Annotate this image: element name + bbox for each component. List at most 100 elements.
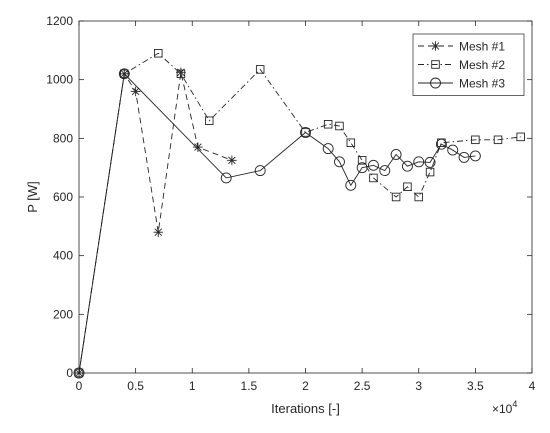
circle-marker xyxy=(368,159,379,171)
square-marker-shape xyxy=(346,138,356,147)
circle-marker-shape xyxy=(447,144,459,156)
circle-marker-shape xyxy=(368,159,379,171)
circle-marker-shape xyxy=(413,156,425,168)
legend-label: Mesh #1 xyxy=(459,40,505,54)
square-marker xyxy=(74,368,84,378)
y-tick-label: 1000 xyxy=(46,73,73,87)
square-marker-shape xyxy=(335,121,344,131)
asterisk-marker xyxy=(153,227,164,237)
y-tick-label: 600 xyxy=(53,190,73,204)
square-marker xyxy=(516,132,525,142)
square-marker-shape xyxy=(255,65,265,74)
circle-marker-shape xyxy=(401,160,413,172)
series-line xyxy=(78,72,476,374)
circle-marker xyxy=(300,127,311,138)
square-marker-shape xyxy=(516,132,525,142)
square-marker-shape xyxy=(403,182,412,191)
plot-area: 0 0.5 1 1.5 2 2.5 3 3.5 4 0 200 400 600 800 1000 1200 Me… xyxy=(46,14,535,393)
circle-marker xyxy=(379,165,391,177)
x-tick-label: 1 xyxy=(189,379,196,393)
asterisk-marker xyxy=(227,155,237,166)
legend: Mesh #1 Mesh #2 Mesh #3 xyxy=(412,33,525,96)
square-marker-shape xyxy=(301,128,310,137)
square-marker xyxy=(346,138,356,147)
circle-marker xyxy=(435,138,447,150)
circle-marker-shape xyxy=(345,179,357,191)
circle-marker xyxy=(390,149,402,160)
legend-label: Mesh #2 xyxy=(459,58,505,72)
square-marker xyxy=(255,65,265,74)
square-marker xyxy=(471,135,480,145)
asterisk-stroke xyxy=(131,87,140,96)
circle-marker-shape xyxy=(254,165,266,177)
square-marker-shape xyxy=(120,69,129,79)
legend-circle-marker xyxy=(430,77,441,89)
square-marker xyxy=(176,69,186,79)
circle-marker-shape xyxy=(390,149,402,160)
square-marker xyxy=(335,121,344,131)
circle-marker-shape xyxy=(118,68,130,80)
y-tick-label: 0 xyxy=(66,366,73,380)
circle-marker-shape xyxy=(430,77,441,89)
x-tick-label: 3.5 xyxy=(467,379,484,393)
square-marker-shape xyxy=(414,192,424,202)
circle-marker xyxy=(458,151,470,163)
y-tick-label: 200 xyxy=(53,307,73,321)
x-tick-label: 2.5 xyxy=(354,379,371,393)
x-axis-label: Iterations [-] xyxy=(271,401,340,416)
square-marker-shape xyxy=(471,135,480,145)
square-marker xyxy=(414,192,424,202)
circle-marker-shape xyxy=(334,156,345,168)
circle-marker xyxy=(469,150,481,162)
asterisk-stroke xyxy=(431,42,440,50)
circle-marker-shape xyxy=(220,172,232,184)
square-marker-shape xyxy=(431,60,440,69)
asterisk-marker xyxy=(193,142,203,152)
asterisk-stroke xyxy=(194,143,202,151)
legend-square-marker xyxy=(431,60,440,69)
square-marker xyxy=(204,116,214,125)
circle-marker-shape xyxy=(469,150,481,162)
circle-marker-shape xyxy=(424,156,436,168)
legend-asterisk-marker xyxy=(430,41,441,51)
x-tick-label: 4 xyxy=(529,379,536,393)
circle-marker-shape xyxy=(300,127,311,138)
circle-marker-shape xyxy=(458,151,470,163)
square-marker-shape xyxy=(176,69,186,79)
square-marker-shape xyxy=(493,135,503,145)
y-axis-label: P [W] xyxy=(25,181,40,213)
square-marker-shape xyxy=(369,173,378,183)
asterisk-stroke xyxy=(228,156,236,165)
asterisk-stroke xyxy=(154,228,163,236)
circle-marker xyxy=(424,156,436,168)
x-tick-label: 0 xyxy=(76,379,83,393)
square-marker-shape xyxy=(391,192,401,202)
square-marker-shape xyxy=(74,368,84,378)
circle-marker-shape xyxy=(356,162,368,174)
y-tick-label: 400 xyxy=(53,249,73,263)
square-marker xyxy=(323,120,333,129)
series-mesh-2 xyxy=(74,49,525,378)
circle-marker xyxy=(356,162,368,174)
square-marker xyxy=(154,49,163,58)
circle-marker xyxy=(322,143,334,155)
circle-marker-shape xyxy=(73,367,85,379)
circle-marker xyxy=(447,144,459,156)
circle-marker xyxy=(254,165,266,177)
square-marker-shape xyxy=(357,156,367,165)
legend-item: Mesh #2 xyxy=(418,58,505,72)
series-line xyxy=(78,52,521,374)
x-tick-label: 0.5 xyxy=(127,379,144,393)
y-tick-label: 1200 xyxy=(46,14,73,28)
circle-marker xyxy=(73,367,85,379)
circle-marker xyxy=(334,156,345,168)
square-marker-shape xyxy=(323,120,333,129)
x-multiplier-exponent: 4 xyxy=(512,399,517,409)
square-marker xyxy=(120,69,129,79)
square-marker xyxy=(425,167,435,177)
circle-marker xyxy=(345,179,357,191)
circle-marker xyxy=(118,68,130,80)
legend-item: Mesh #1 xyxy=(418,40,505,54)
square-marker xyxy=(357,156,367,165)
